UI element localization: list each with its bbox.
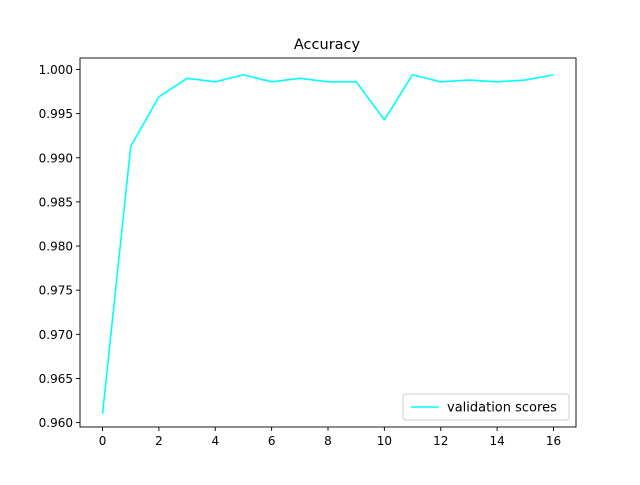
y-tick-label: 0.990 <box>39 151 73 165</box>
x-tick-label: 4 <box>211 434 219 448</box>
y-tick-label: 1.000 <box>39 63 73 77</box>
series-line-0 <box>101 73 554 414</box>
plot-area <box>101 73 554 414</box>
chart-title: Accuracy <box>294 37 361 53</box>
x-tick-label: 12 <box>433 434 448 448</box>
x-tick-label: 0 <box>99 434 107 448</box>
x-tick-label: 10 <box>377 434 392 448</box>
y-tick-label: 0.980 <box>39 240 73 254</box>
legend: validation scores <box>402 393 570 421</box>
x-tick-label: 6 <box>268 434 276 448</box>
y-tick-label: 0.960 <box>39 416 73 430</box>
axes: 0 2 4 6 8 10 12 14 16 0.960 0.965 0.970 0.975 0.980 0.… <box>39 57 577 448</box>
y-tick-label: 0.975 <box>39 284 73 298</box>
x-tick-label: 16 <box>546 434 561 448</box>
legend-box <box>402 393 570 421</box>
x-tick-label: 8 <box>324 434 332 448</box>
y-tick-label: 0.965 <box>39 372 73 386</box>
legend-label: validation scores <box>447 401 557 416</box>
y-tick-label: 0.995 <box>39 107 73 121</box>
x-tick-label: 2 <box>155 434 163 448</box>
y-tick-label: 0.970 <box>39 328 73 342</box>
x-tick-label: 14 <box>489 434 504 448</box>
y-tick-label: 0.985 <box>39 195 73 209</box>
